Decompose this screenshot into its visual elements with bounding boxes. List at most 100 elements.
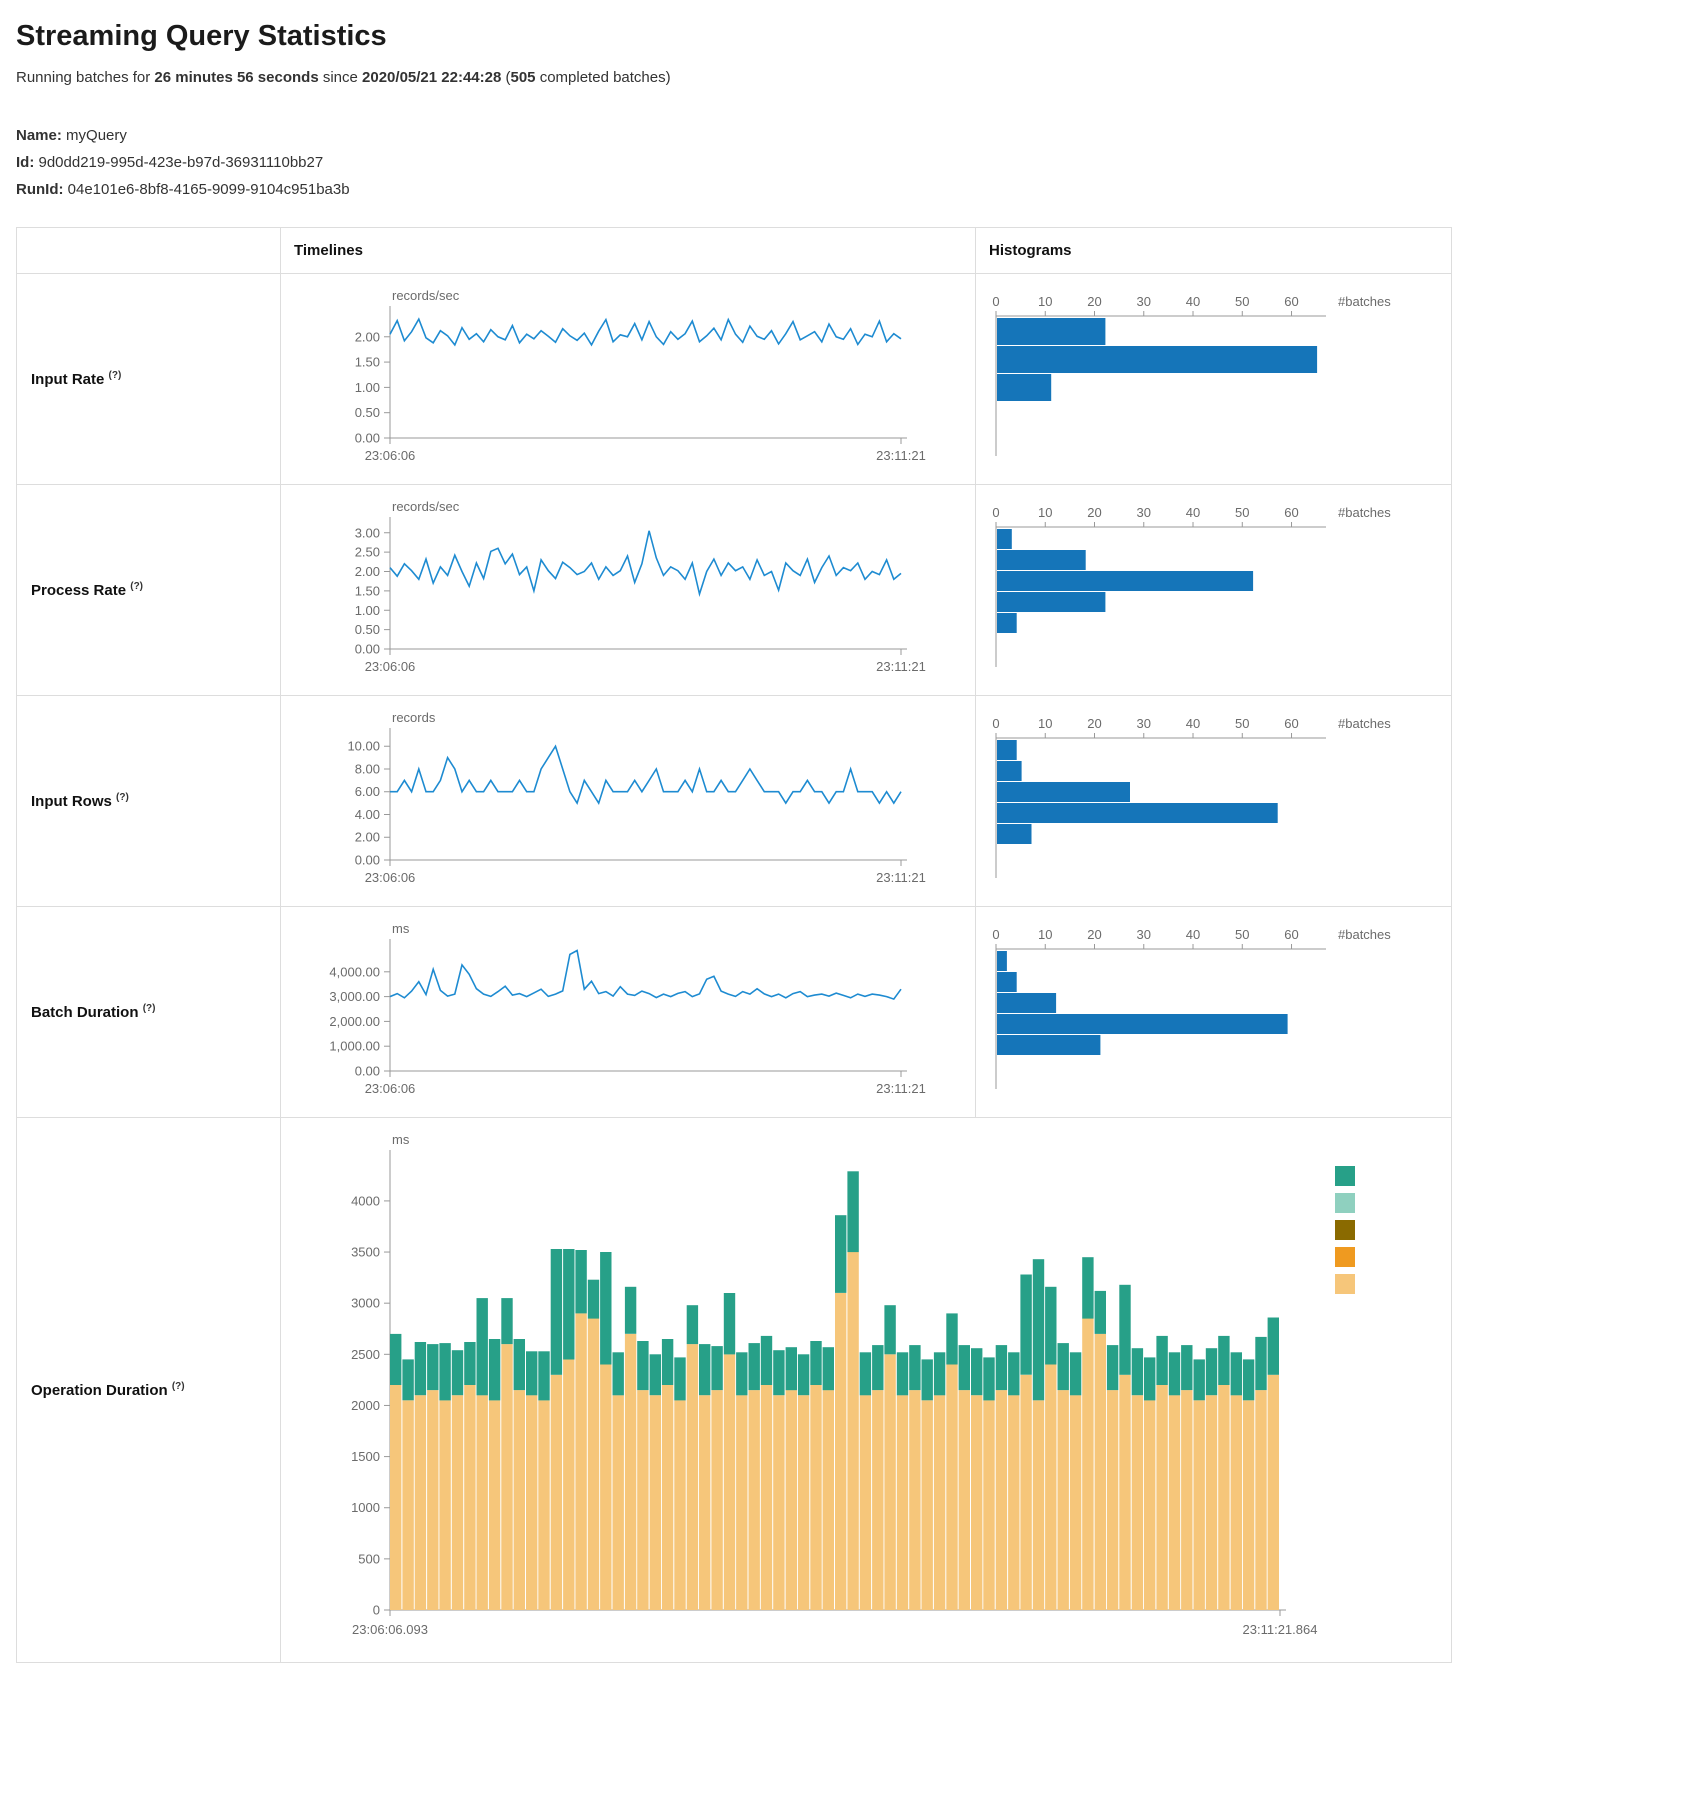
chart-tick-label: 60 (1284, 716, 1298, 731)
process-rate-timeline-chart: records/sec 0.00 0.50 1.00 1.50 2.00 2.50 3.00 2… (355, 499, 926, 674)
chart-tick-label: 2.00 (355, 329, 380, 344)
stack-bar-base-segment (1230, 1395, 1242, 1610)
chart-tick-label: 23:11:21 (876, 448, 926, 463)
input-rows-label-cell: Input Rows (?) (16, 695, 281, 907)
stack-bar-base-segment (612, 1395, 624, 1610)
stack-bar-base-segment (736, 1395, 748, 1610)
stack-bar-base-segment (748, 1390, 760, 1610)
stack-bar-top-segment (538, 1351, 550, 1401)
chart-tick-label: 10 (1038, 505, 1052, 520)
chart-tick-label: 0.50 (355, 405, 380, 420)
input-rate-label-cell: Input Rate (?) (16, 273, 281, 485)
stack-bar-base-segment (1218, 1385, 1230, 1610)
histogram-bar (997, 346, 1318, 373)
stack-bar-top-segment (760, 1335, 773, 1385)
chart-tick-label: records/sec (392, 499, 460, 514)
stack-bar-top-segment (884, 1305, 896, 1355)
stack-bar-top-segment (414, 1342, 427, 1396)
batch-duration-help-icon[interactable]: (?) (142, 1003, 156, 1014)
chart-tick-label: 30 (1137, 294, 1151, 309)
process-rate-help-icon[interactable]: (?) (130, 581, 144, 592)
input-rows-help-icon[interactable]: (?) (116, 792, 129, 803)
stack-bar-top-segment (1168, 1352, 1181, 1396)
summary-batch-count: 505 (510, 69, 536, 86)
chart-tick-label: 2.00 (355, 830, 380, 845)
stack-bar-top-segment (711, 1346, 723, 1391)
input-rows-timeline-cell: records 0.00 2.00 4.00 6.00 8.00 10.00 23:06:06… (280, 695, 976, 907)
chart-tick-label: 2.50 (355, 545, 380, 560)
table-row-operation-duration: Operation Duration (?) ms 0 500 1000 1500 200… (16, 1117, 1452, 1663)
stack-bar-top-segment (402, 1359, 414, 1401)
stack-bar-base-segment (797, 1395, 810, 1610)
legend-swatch (1335, 1274, 1355, 1294)
stack-bar-base-segment (563, 1359, 575, 1610)
chart-tick-label: 60 (1284, 294, 1298, 309)
chart-tick-label: 3000 (351, 1296, 380, 1311)
stack-bar-base-segment (810, 1385, 822, 1610)
running-batches-summary: Running batches for 26 minutes 56 second… (16, 69, 1677, 86)
query-name-label: Name: (16, 127, 62, 144)
chart-tick-label: 30 (1137, 716, 1151, 731)
stack-bar-base-segment (1267, 1374, 1279, 1610)
page-title: Streaming Query Statistics (16, 20, 387, 52)
chart-tick-label: 20 (1087, 294, 1101, 309)
stack-bar-top-segment (1193, 1359, 1205, 1401)
stack-bar-top-segment (822, 1347, 834, 1391)
chart-tick-label: 0.00 (355, 431, 380, 446)
chart-tick-label: 1,000.00 (329, 1039, 380, 1054)
stack-bar-top-segment (847, 1171, 859, 1253)
chart-tick-label: 0 (992, 927, 999, 942)
stack-bar-top-segment (612, 1352, 624, 1396)
stack-bar-base-segment (921, 1400, 933, 1610)
stack-bar-base-segment (723, 1354, 736, 1610)
chart-tick-label: 0 (992, 716, 999, 731)
chart-tick-label: records/sec (392, 288, 460, 303)
stack-bar-base-segment (575, 1313, 587, 1610)
stack-bar-top-segment (835, 1215, 847, 1293)
timeline-line (390, 744, 902, 805)
query-runid-value: 04e101e6-8bf8-4165-9099-9104c951ba3b (67, 181, 350, 198)
chart-tick-label: 1.00 (355, 603, 380, 618)
table-row-input-rows: Input Rows (?) records 0.00 2.00 4.00 6.00 8.… (16, 695, 1452, 907)
chart-tick-label: 60 (1284, 505, 1298, 520)
stack-bar-base-segment (909, 1390, 921, 1610)
stack-bar-base-segment (822, 1390, 834, 1610)
histogram-bar (997, 782, 1130, 802)
input-rate-help-icon[interactable]: (?) (108, 370, 122, 381)
timeline-line (389, 530, 902, 598)
stack-bar-top-segment (575, 1250, 587, 1314)
stack-bar-top-segment (1045, 1286, 1057, 1365)
chart-tick-label: #batches (1338, 294, 1391, 309)
operation-duration-help-icon[interactable]: (?) (171, 1381, 185, 1392)
chart-tick-label: 4.00 (355, 807, 380, 822)
chart-tick-label: 20 (1087, 505, 1101, 520)
stack-bar-top-segment (995, 1345, 1008, 1391)
stack-bar-base-segment (1168, 1395, 1181, 1610)
chart-tick-label: 6.00 (355, 784, 380, 799)
chart-tick-label: 10.00 (347, 739, 380, 754)
chart-tick-label: 3.00 (355, 525, 380, 540)
stack-bar-top-segment (526, 1351, 538, 1396)
operation-duration-stacked-chart: ms 0 500 1000 1500 2000 2500 3000 3500 4000 23:06:… (351, 1132, 1355, 1637)
stack-bar-base-segment (847, 1252, 859, 1610)
chart-tick-label: 0.00 (355, 853, 380, 868)
stack-bar-base-segment (1069, 1395, 1082, 1610)
chart-tick-label: 23:11:21 (876, 659, 926, 674)
timeline-line (389, 949, 902, 1001)
summary-paren: ( (501, 69, 511, 86)
process-rate-histogram-chart: 0 10 20 30 40 50 60 #batches (992, 505, 1391, 667)
stack-bar-base-segment (649, 1395, 661, 1610)
stack-bar-top-segment (773, 1350, 785, 1396)
stack-bar-top-segment (488, 1339, 501, 1401)
stack-bar-top-segment (1020, 1274, 1032, 1375)
process-rate-timeline-cell: records/sec 0.00 0.50 1.00 1.50 2.00 2.50 3.00 2… (280, 484, 976, 696)
stack-bar-base-segment (390, 1385, 402, 1610)
input-rate-histogram-cell: 0 10 20 30 40 50 60 #batches (975, 273, 1452, 485)
summary-middle: since (318, 69, 363, 86)
stack-bar-base-segment (439, 1400, 451, 1610)
chart-tick-label: 2,000.00 (329, 1014, 380, 1029)
stack-bar-top-segment (909, 1345, 921, 1391)
query-id-label: Id: (16, 154, 35, 171)
input-rows-timeline-chart: records 0.00 2.00 4.00 6.00 8.00 10.00 23:06:06… (347, 710, 925, 885)
chart-tick-label: 23:11:21.864 (1243, 1622, 1318, 1637)
